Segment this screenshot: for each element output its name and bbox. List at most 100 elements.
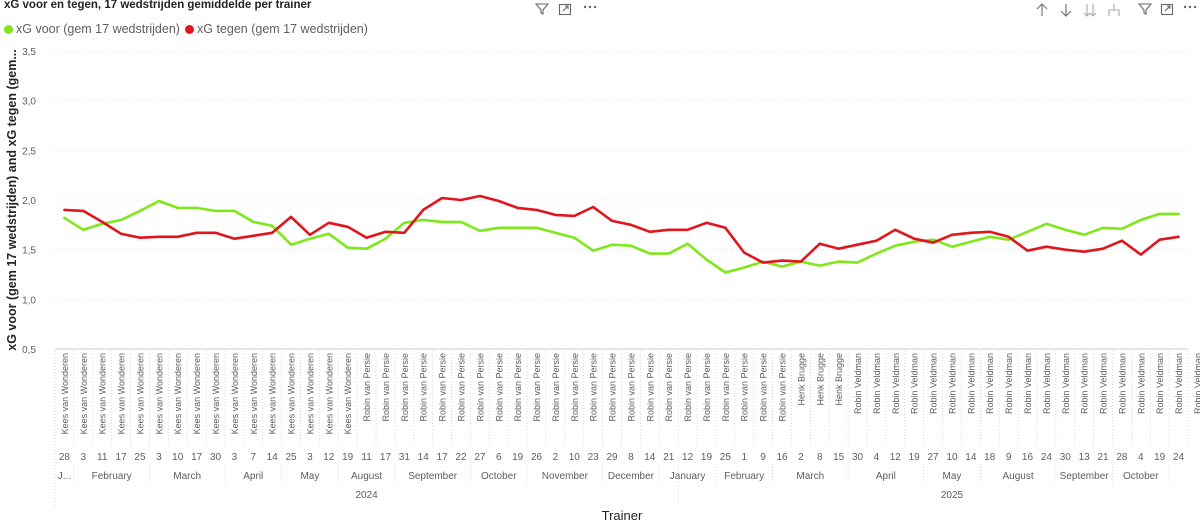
x-tick-trainer-label: Robin van Persie	[419, 353, 429, 422]
x-tick-day-label: 4	[874, 452, 880, 463]
x-tick-trainer-label: Robin van Persie	[664, 353, 674, 422]
x-tick-trainer-label: Robin van Persie	[475, 353, 485, 422]
x-tick-trainer-label: Robin van Persie	[362, 353, 372, 422]
legend-item-xg-tegen[interactable]: xG tegen (gem 17 wedstrijden)	[185, 22, 368, 36]
x-tick-trainer-label: Kees van Wonderen	[154, 353, 164, 434]
focus-mode-icon-right[interactable]	[1160, 2, 1174, 16]
x-tick-day-label: 31	[399, 452, 411, 463]
x-tick-day-label: 24	[1041, 452, 1053, 463]
x-tick-day-label: 8	[817, 452, 823, 463]
x-tick-day-label: 30	[1060, 452, 1072, 463]
x-tick-day-label: 14	[644, 452, 656, 463]
x-tick-trainer-label: Robin van Persie	[400, 353, 410, 422]
x-tick-day-label: 25	[720, 452, 732, 463]
x-tick-trainer-label: Robin van Persie	[456, 353, 466, 422]
x-tick-year-label: 2024	[355, 490, 378, 501]
x-tick-trainer-label: Kees van Wonderen	[343, 353, 353, 434]
x-tick-day-label: 3	[81, 452, 87, 463]
focus-mode-icon[interactable]	[558, 2, 572, 16]
legend-label-voor: xG voor (gem 17 wedstrijden)	[16, 22, 180, 36]
x-tick-trainer-label: Kees van Wonderen	[211, 353, 221, 434]
x-tick-trainer-label: Robin van Persie	[381, 353, 391, 422]
x-tick-day-label: 10	[569, 452, 581, 463]
x-tick-trainer-label: Robin Veldman	[1042, 353, 1052, 414]
x-tick-day-label: 30	[210, 452, 222, 463]
x-tick-trainer-label: Kees van Wonderen	[287, 353, 297, 434]
x-tick-day-label: 17	[437, 452, 449, 463]
x-tick-month-label: December	[608, 471, 655, 482]
x-tick-trainer-label: Robin van Persie	[513, 353, 523, 422]
x-tick-day-label: 19	[701, 452, 713, 463]
x-tick-trainer-label: Robin Veldman	[1099, 353, 1109, 414]
x-tick-day-label: 30	[852, 452, 864, 463]
x-tick-month-label: October	[481, 471, 517, 482]
drill-up-icon[interactable]	[1034, 2, 1050, 18]
x-tick-day-label: 21	[663, 452, 675, 463]
x-tick-day-label: 7	[250, 452, 256, 463]
x-tick-trainer-label: Kees van Wonderen	[249, 353, 259, 434]
x-tick-trainer-label: Kees van Wonderen	[173, 353, 183, 434]
filter-icon-right[interactable]	[1138, 2, 1152, 16]
x-tick-trainer-label: Robin Veldman	[853, 353, 863, 414]
x-tick-trainer-label: Kees van Wonderen	[79, 353, 89, 434]
x-axis-label: Trainer	[602, 508, 643, 523]
x-tick-day-label: 12	[890, 452, 902, 463]
legend-dot-voor-icon	[4, 25, 13, 34]
x-tick-day-label: 25	[134, 452, 146, 463]
x-tick-day-label: 16	[776, 452, 788, 463]
x-tick-trainer-label: Robin Veldman	[910, 353, 920, 414]
x-tick-month-label: September	[408, 471, 458, 482]
x-tick-trainer-label: Robin van Persie	[438, 353, 448, 422]
x-tick-trainer-label: Robin van Persie	[759, 353, 769, 422]
x-tick-trainer-label: Robin Veldman	[891, 353, 901, 414]
legend-dot-tegen-icon	[185, 25, 194, 34]
x-tick-day-label: 10	[946, 452, 958, 463]
x-tick-day-label: 28	[1116, 452, 1128, 463]
x-tick-trainer-label: Kees van Wonderen	[60, 353, 70, 434]
x-tick-day-label: 21	[1097, 452, 1109, 463]
x-tick-trainer-label: Robin Veldman	[1061, 353, 1071, 414]
x-tick-trainer-label: Robin van Persie	[683, 353, 693, 422]
x-tick-month-label: August	[1002, 471, 1033, 482]
x-tick-day-label: 19	[909, 452, 921, 463]
x-tick-trainer-label: Henk Brugge	[815, 353, 825, 406]
more-options-icon-right[interactable]	[1182, 0, 1198, 13]
x-tick-month-label: November	[542, 471, 589, 482]
expand-hierarchy-icon[interactable]	[1106, 2, 1122, 18]
x-tick-trainer-label: Kees van Wonderen	[98, 353, 108, 434]
filter-icon[interactable]	[535, 2, 549, 16]
x-tick-day-label: 28	[59, 452, 71, 463]
expand-next-level-icon[interactable]	[1082, 2, 1098, 18]
drill-down-icon[interactable]	[1058, 2, 1074, 18]
x-tick-day-label: 8	[628, 452, 634, 463]
y-tick-label: 1,5	[22, 246, 36, 257]
x-tick-month-label: J...	[58, 471, 71, 482]
x-tick-trainer-label: Robin Veldman	[1004, 353, 1014, 414]
x-tick-day-label: 18	[984, 452, 996, 463]
x-tick-day-label: 14	[418, 452, 430, 463]
x-tick-day-label: 29	[606, 452, 618, 463]
x-tick-trainer-label: Kees van Wonderen	[324, 353, 334, 434]
x-tick-trainer-label: Kees van Wonderen	[230, 353, 240, 434]
x-tick-trainer-label: Robin Veldman	[872, 353, 882, 414]
x-tick-day-label: 14	[267, 452, 279, 463]
x-tick-trainer-label: Robin Veldman	[1117, 353, 1127, 414]
y-tick-label: 2,5	[22, 146, 36, 157]
x-tick-month-label: May	[943, 471, 962, 482]
x-tick-day-label: 12	[682, 452, 694, 463]
x-tick-day-label: 11	[97, 452, 108, 463]
x-tick-day-label: 26	[531, 452, 543, 463]
x-tick-trainer-label: Robin Veldman	[1155, 353, 1165, 414]
x-tick-day-label: 22	[455, 452, 467, 463]
more-options-icon[interactable]	[582, 0, 598, 13]
y-tick-label: 3,0	[22, 97, 36, 108]
x-tick-trainer-label: Robin Veldman	[1136, 353, 1146, 414]
x-tick-day-label: 9	[760, 452, 766, 463]
x-tick-day-label: 27	[474, 452, 486, 463]
series-line-xg-tegen[interactable]	[63, 194, 1180, 264]
y-tick-label: 3,5	[22, 47, 36, 58]
legend-item-xg-voor[interactable]: xG voor (gem 17 wedstrijden)	[4, 22, 180, 36]
series-line-xg-voor[interactable]	[63, 199, 1180, 274]
x-tick-day-label: 11	[361, 452, 372, 463]
